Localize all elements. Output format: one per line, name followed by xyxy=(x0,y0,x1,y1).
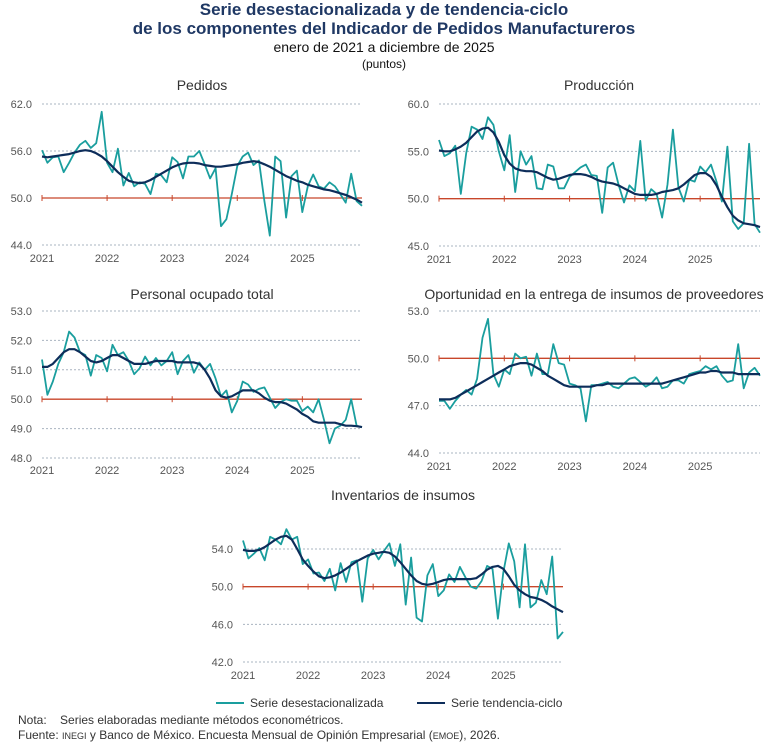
x-tick-label: 2024 xyxy=(426,670,450,682)
x-tick-label: 2024 xyxy=(623,461,647,473)
series-line-tendencia-ciclo xyxy=(438,126,761,229)
series-line-desestacionalizada xyxy=(242,528,564,640)
panel-title-pedidos: Pedidos xyxy=(176,77,228,93)
source-inegi: INEGI xyxy=(62,731,87,741)
x-tick-label: 2023 xyxy=(557,461,581,473)
y-tick-label: 44.0 xyxy=(11,240,32,252)
panel-title-personal: Personal ocupado total xyxy=(130,286,274,302)
y-tick-label: 47.0 xyxy=(408,401,429,413)
y-tick-label: 42.0 xyxy=(212,657,233,669)
y-tick-label: 50.0 xyxy=(408,194,429,206)
legend-item-trend: Serie tendencia-ciclo xyxy=(417,696,562,710)
x-tick-label: 2021 xyxy=(30,253,54,265)
y-tick-label: 44.0 xyxy=(408,448,429,460)
source-text-2: ), 2026. xyxy=(459,728,500,742)
x-tick-label: 2021 xyxy=(231,670,255,682)
x-tick-label: 2025 xyxy=(688,254,712,266)
x-tick-label: 2023 xyxy=(557,254,581,266)
x-tick-label: 2021 xyxy=(427,461,451,473)
legend-swatch-trend xyxy=(417,702,445,704)
y-tick-label: 46.0 xyxy=(212,619,233,631)
x-tick-label: 2024 xyxy=(225,465,249,477)
x-tick-label: 2022 xyxy=(95,253,119,265)
series-line-tendencia-ciclo xyxy=(439,362,760,401)
panel-title-inventarios: Inventarios de insumos xyxy=(331,487,475,503)
x-tick-label: 2021 xyxy=(427,254,451,266)
series-line-tendencia-ciclo xyxy=(242,534,564,614)
series-line-desestacionalizada xyxy=(41,330,363,445)
x-tick-label: 2024 xyxy=(225,253,249,265)
series-line-tendencia-ciclo xyxy=(41,149,363,204)
chart-subtitle: enero de 2021 a diciembre de 2025 xyxy=(273,39,495,55)
x-tick-label: 2023 xyxy=(160,465,184,477)
y-tick-label: 53.0 xyxy=(408,306,429,318)
y-tick-label: 45.0 xyxy=(408,241,429,253)
y-tick-label: 52.0 xyxy=(11,335,32,347)
y-tick-label: 60.0 xyxy=(408,99,429,111)
legend-item-sa: Serie desestacionalizada xyxy=(216,696,383,710)
series-line-desestacionalizada xyxy=(41,110,363,237)
footnote: Nota: Series elaboradas mediante métodos… xyxy=(18,713,344,727)
x-tick-label: 2024 xyxy=(623,254,647,266)
y-tick-label: 51.0 xyxy=(11,365,32,377)
y-tick-label: 50.0 xyxy=(11,394,32,406)
x-tick-label: 2022 xyxy=(95,465,119,477)
source-label: Fuente: xyxy=(18,728,59,742)
x-tick-label: 2025 xyxy=(290,253,314,265)
legend-label-trend: Serie tendencia-ciclo xyxy=(451,696,563,710)
y-tick-label: 50.0 xyxy=(408,353,429,365)
y-tick-label: 50.0 xyxy=(11,193,32,205)
y-tick-label: 62.0 xyxy=(11,99,32,111)
legend-swatch-sa xyxy=(216,702,244,704)
y-tick-label: 50.0 xyxy=(212,582,233,594)
panel-title-oportunidad: Oportunidad en la entrega de insumos de … xyxy=(424,286,764,302)
x-tick-label: 2022 xyxy=(492,461,516,473)
x-tick-label: 2023 xyxy=(361,670,385,682)
series-line-desestacionalizada xyxy=(438,116,761,234)
x-tick-label: 2023 xyxy=(160,253,184,265)
x-tick-label: 2021 xyxy=(30,465,54,477)
y-tick-label: 49.0 xyxy=(11,424,32,436)
panel-title-produccion: Producción xyxy=(563,77,635,93)
series-line-tendencia-ciclo xyxy=(42,348,363,429)
y-tick-label: 54.0 xyxy=(212,544,233,556)
note-text: Series elaboradas mediante métodos econo… xyxy=(60,713,344,727)
x-tick-label: 2025 xyxy=(491,670,515,682)
source: Fuente: INEGI y Banco de México. Encuest… xyxy=(18,728,500,742)
chart-title-line2: de los componentes del Indicador de Pedi… xyxy=(132,19,636,38)
legend-label-sa: Serie desestacionalizada xyxy=(250,696,384,710)
x-tick-label: 2022 xyxy=(492,254,516,266)
x-tick-label: 2022 xyxy=(296,670,320,682)
note-label: Nota: xyxy=(18,713,47,727)
chart-title-line1: Serie desestacionalizada y de tendencia-… xyxy=(199,0,569,19)
chart-units: (puntos) xyxy=(361,57,407,71)
y-tick-label: 56.0 xyxy=(11,146,32,158)
source-emoe: EMOE xyxy=(432,731,460,741)
y-tick-label: 53.0 xyxy=(11,306,32,318)
y-tick-label: 55.0 xyxy=(408,146,429,158)
x-tick-label: 2025 xyxy=(688,461,712,473)
x-tick-label: 2025 xyxy=(290,465,314,477)
y-tick-label: 48.0 xyxy=(11,453,32,465)
source-text-1: y Banco de México. Encuesta Mensual de O… xyxy=(86,728,433,742)
